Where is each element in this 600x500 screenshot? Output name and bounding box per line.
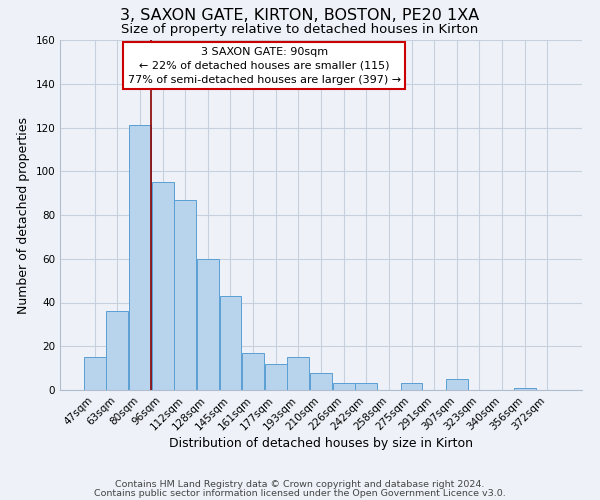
Bar (287, 357, 310, 390)
Text: Contains public sector information licensed under the Open Government Licence v3: Contains public sector information licen… (94, 488, 506, 498)
Bar (220, 296, 241, 390)
Bar (310, 372, 332, 390)
Bar (355, 384, 377, 390)
Text: Size of property relative to detached houses in Kirton: Size of property relative to detached ho… (121, 22, 479, 36)
Bar (332, 384, 355, 390)
Bar (106, 311, 128, 390)
Bar (446, 379, 468, 390)
Bar (197, 259, 219, 390)
Bar (84, 357, 106, 390)
Bar (514, 388, 536, 390)
Bar (129, 126, 151, 390)
Bar (242, 353, 264, 390)
Bar (401, 384, 422, 390)
X-axis label: Distribution of detached houses by size in Kirton: Distribution of detached houses by size … (169, 438, 473, 450)
Text: Contains HM Land Registry data © Crown copyright and database right 2024.: Contains HM Land Registry data © Crown c… (115, 480, 485, 489)
Bar (152, 182, 173, 390)
Bar (174, 200, 196, 390)
Y-axis label: Number of detached properties: Number of detached properties (17, 116, 30, 314)
Text: 3 SAXON GATE: 90sqm
← 22% of detached houses are smaller (115)
77% of semi-detac: 3 SAXON GATE: 90sqm ← 22% of detached ho… (128, 46, 401, 84)
Bar (265, 364, 287, 390)
Text: 3, SAXON GATE, KIRTON, BOSTON, PE20 1XA: 3, SAXON GATE, KIRTON, BOSTON, PE20 1XA (121, 8, 479, 22)
